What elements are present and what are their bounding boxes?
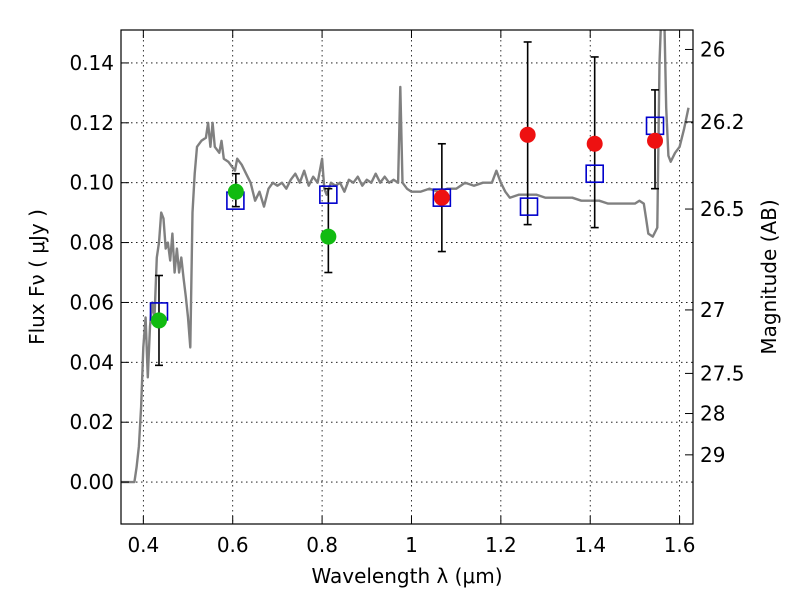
- data-layer: [121, 30, 690, 484]
- x-tick-label: 1: [405, 533, 418, 557]
- observed-flux-point: [586, 135, 603, 152]
- model-flux-square: [319, 185, 338, 204]
- right-tick-label: 28: [700, 402, 725, 426]
- y-tick-label: 0.00: [69, 470, 114, 494]
- axes: 0.4 0.6 0.8 1 1.2 1.4 1.6 0.00 0.02 0.04 0.06 0.08 0…: [69, 30, 745, 557]
- y-tick-label: 0.02: [69, 410, 114, 434]
- x-tick-label: 1.4: [574, 533, 606, 557]
- right-tick-label: 27: [700, 298, 725, 322]
- observed-flux-point: [647, 132, 664, 149]
- model-flux-square: [432, 188, 452, 207]
- model-spectrum-line: [121, 30, 690, 484]
- model-flux-square: [585, 164, 604, 184]
- right-tick-label: 26.2: [700, 110, 745, 134]
- right-tick-label: 27.5: [700, 361, 745, 385]
- y-tick-label: 0.08: [69, 231, 114, 255]
- observed-flux-point: [519, 126, 536, 143]
- x-tick-label: 0.8: [306, 533, 338, 557]
- y-axis-title-right: Magnitude (AB): [757, 199, 781, 354]
- x-tick-label: 1.2: [485, 533, 517, 557]
- grid: [121, 30, 693, 524]
- right-tick-label: 29: [700, 443, 725, 467]
- plot-background: [121, 30, 693, 524]
- y-tick-label: 0.12: [69, 111, 114, 135]
- x-tick-label: 1.6: [664, 533, 696, 557]
- x-tick-label: 0.4: [127, 533, 159, 557]
- x-tick-label: 0.6: [217, 533, 249, 557]
- model-flux-square: [519, 197, 539, 216]
- plot-frame: [120, 29, 694, 525]
- observed-flux-point: [150, 312, 167, 329]
- x-axis-title: Wavelength λ (μm): [311, 564, 502, 588]
- y-tick-label: 0.06: [69, 290, 114, 314]
- right-tick-label: 26: [700, 37, 725, 61]
- observed-flux-point: [320, 228, 337, 245]
- y-axis-title-left: Flux Fν ( μJy ): [25, 209, 49, 345]
- observed-flux-point: [433, 189, 450, 206]
- right-tick-label: 26.5: [700, 197, 745, 221]
- observed-flux-point: [227, 183, 244, 200]
- y-tick-label: 0.10: [69, 171, 114, 195]
- y-tick-label: 0.04: [69, 350, 114, 374]
- y-tick-label: 0.14: [69, 51, 114, 75]
